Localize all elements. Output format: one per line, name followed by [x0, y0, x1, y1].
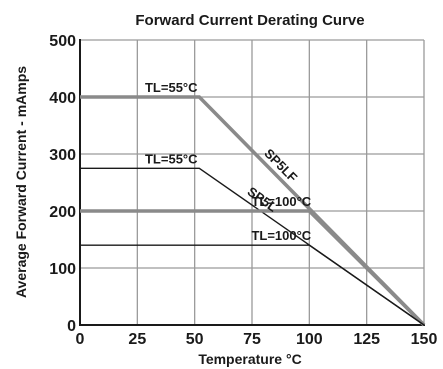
- chart-title: Forward Current Derating Curve: [135, 12, 364, 29]
- y-tick-label: 400: [49, 90, 76, 107]
- x-tick-label: 150: [411, 331, 438, 348]
- y-tick-label: 200: [49, 204, 76, 221]
- tick-layer: 0 25 50 75 100 125 150 0 100 200 300 400 500: [49, 33, 437, 348]
- y-tick-label: 100: [49, 261, 76, 278]
- x-axis-label: Temperature °C: [198, 351, 301, 367]
- level-label: TL=100°C: [251, 194, 311, 209]
- x-tick-label: 25: [128, 331, 146, 348]
- x-tick-label: 50: [186, 331, 204, 348]
- x-tick-label: 100: [296, 331, 323, 348]
- y-tick-label: 0: [67, 318, 76, 335]
- level-label: TL=55°C: [145, 151, 198, 166]
- series-layer: [80, 95, 426, 327]
- y-axis-label: Average Forward Current - mAmps: [13, 66, 29, 298]
- x-tick-label: 125: [353, 331, 380, 348]
- level-label: TL=100°C: [251, 228, 311, 243]
- x-tick-label: 75: [243, 331, 261, 348]
- series-line-2: [80, 209, 426, 327]
- y-tick-label: 300: [49, 147, 76, 164]
- y-tick-label: 500: [49, 33, 76, 50]
- grid-layer: [79, 39, 425, 326]
- level-label: TL=55°C: [145, 80, 198, 95]
- x-tick-label: 0: [76, 331, 85, 348]
- series-line-3: [80, 244, 425, 326]
